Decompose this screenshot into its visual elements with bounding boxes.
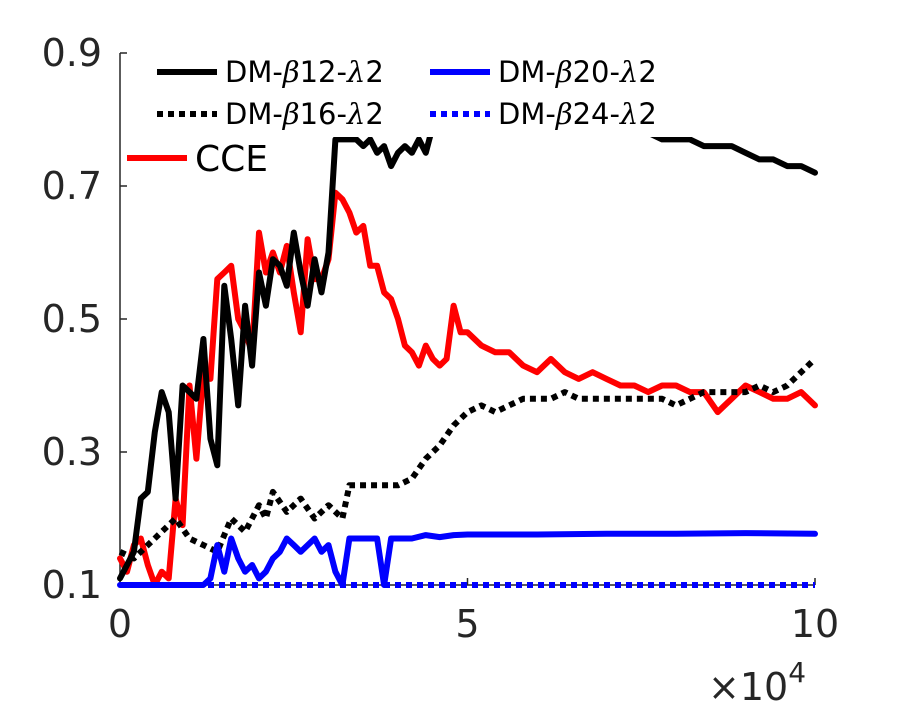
y-tick-label: 0.9 [42, 31, 102, 75]
legend-label: CCE [195, 139, 268, 180]
series-line-2 [117, 530, 818, 588]
legend-label: DM-β20-λ2 [498, 55, 657, 89]
series-line-0 [117, 116, 818, 582]
y-tick-label: 0.7 [42, 164, 102, 208]
tick-labels: 0.1 0.3 0.5 0.7 0.9 0 5 10 ×104 [42, 31, 840, 709]
y-tick-label: 0.5 [42, 297, 102, 341]
x-tick-label: 10 [791, 602, 839, 646]
legend-label: DM-β16-λ2 [225, 97, 384, 131]
legend-label: DM-β24-λ2 [498, 97, 657, 131]
x-axis-multiplier: ×104 [708, 656, 806, 709]
x-tick-label: 5 [455, 602, 479, 646]
series-line-1 [118, 356, 818, 562]
legend: DM-β12-λ2 DM-β20-λ2 DM-β16-λ2 DM-β24-λ2 CCE [127, 55, 702, 180]
y-tick-label: 0.3 [42, 430, 102, 474]
y-tick-label: 0.1 [42, 563, 102, 607]
legend-label: DM-β12-λ2 [225, 55, 384, 89]
x-tick-label: 0 [108, 602, 132, 646]
series-line-4 [117, 189, 818, 588]
series-layer [117, 116, 818, 588]
legend-box [147, 57, 702, 137]
